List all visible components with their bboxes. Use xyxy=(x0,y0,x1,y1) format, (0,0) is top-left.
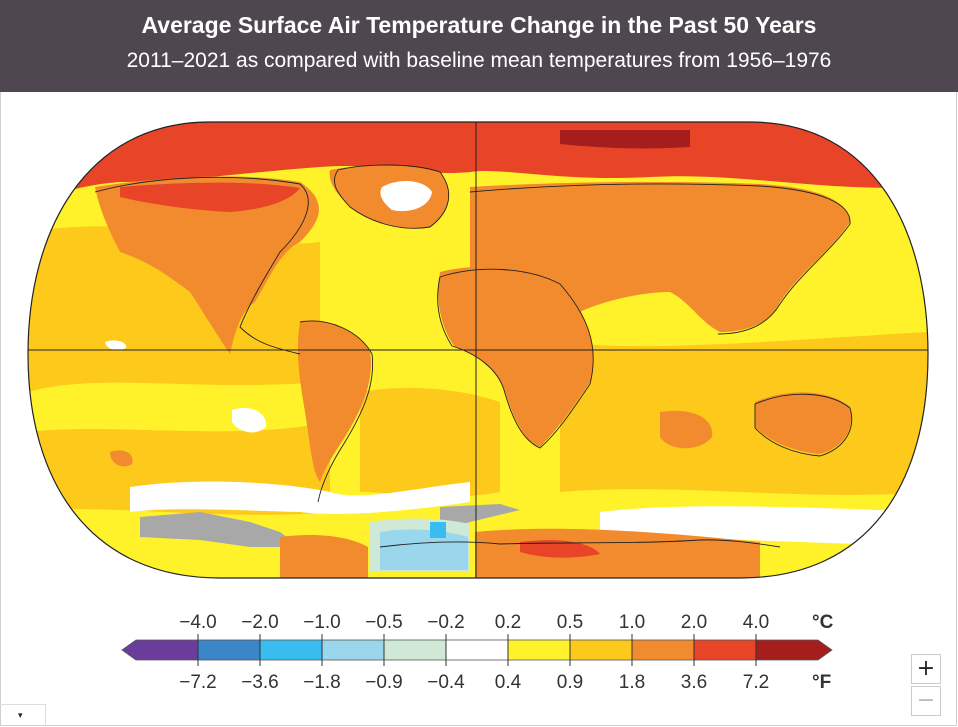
legend-label-fahrenheit: −0.4 xyxy=(427,672,465,693)
legend-swatch xyxy=(507,639,571,661)
header-banner: Average Surface Air Temperature Change i… xyxy=(0,0,958,92)
map-frame xyxy=(0,92,957,726)
map-fill-layer xyxy=(28,122,928,578)
legend-swatch xyxy=(383,639,447,661)
legend-swatch xyxy=(121,639,199,661)
legend-label-celsius: −1.0 xyxy=(303,612,341,633)
legend-swatch xyxy=(321,639,385,661)
zoom-out-button[interactable]: − xyxy=(911,686,941,716)
legend-swatch xyxy=(755,639,833,661)
legend-label-celsius: −2.0 xyxy=(241,612,279,633)
legend-swatch xyxy=(569,639,633,661)
legend-label-celsius: 0.2 xyxy=(495,612,521,633)
globe-outline xyxy=(27,121,929,579)
legend-label-fahrenheit: 0.9 xyxy=(557,672,583,693)
legend-label-fahrenheit: 3.6 xyxy=(681,672,707,693)
legend-label-fahrenheit: 7.2 xyxy=(743,672,769,693)
legend-label-fahrenheit: 0.4 xyxy=(495,672,522,693)
map-title: Average Surface Air Temperature Change i… xyxy=(141,12,817,38)
map-subtitle: 2011–2021 as compared with baseline mean… xyxy=(126,49,832,72)
menu-toggle[interactable]: ▾ xyxy=(0,704,46,726)
legend-swatch xyxy=(631,639,695,661)
legend-label-celsius: 0.5 xyxy=(557,612,583,633)
legend-label-fahrenheit: −1.8 xyxy=(303,672,341,693)
legend-label-celsius: 1.0 xyxy=(619,612,645,633)
coastlines xyxy=(94,164,853,548)
chevron-down-icon: ▾ xyxy=(18,711,23,721)
legend-label-fahrenheit: −7.2 xyxy=(179,672,217,693)
legend-label-celsius: 4.0 xyxy=(743,612,769,633)
legend-label-celsius: −4.0 xyxy=(179,612,217,633)
legend-swatch xyxy=(693,639,757,661)
legend-swatch xyxy=(259,639,323,661)
legend-label-celsius: −0.2 xyxy=(427,612,465,633)
legend-label-celsius: −0.5 xyxy=(365,612,403,633)
color-legend: −4.0 −2.0 −1.0 −0.5 −0.2 0.2 0.5 1.0 2.0 4.0 −7.2 −… xyxy=(121,612,834,693)
world-temperature-map[interactable] xyxy=(0,92,958,592)
legend-swatch xyxy=(445,639,509,661)
legend-label-fahrenheit: −0.9 xyxy=(365,672,403,693)
legend-label-fahrenheit: 1.8 xyxy=(619,672,645,693)
legend-unit-fahrenheit: °F xyxy=(812,672,831,693)
legend-label-celsius: 2.0 xyxy=(681,612,707,633)
legend-label-fahrenheit: −3.6 xyxy=(241,672,279,693)
legend-swatch xyxy=(197,639,261,661)
legend-unit-celsius: °C xyxy=(812,612,834,633)
zoom-in-button[interactable]: + xyxy=(911,654,941,684)
